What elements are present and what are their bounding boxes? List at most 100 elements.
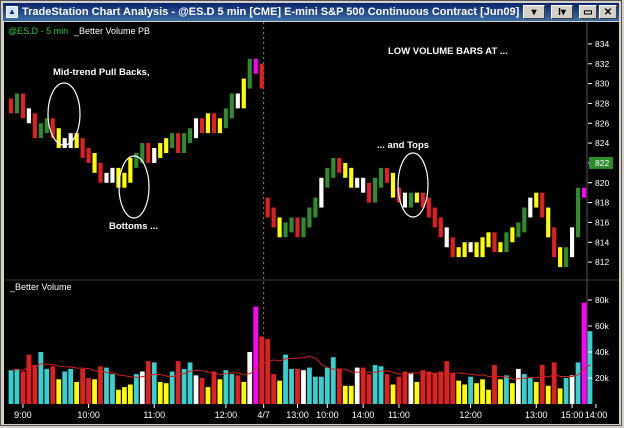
price-tick-label: 812 — [595, 257, 609, 267]
volume-bar — [295, 368, 300, 404]
volume-bar — [151, 362, 157, 404]
close-button[interactable]: ✕ — [599, 5, 617, 19]
volume-bar — [133, 374, 139, 404]
volume-bar — [510, 383, 515, 404]
time-axis-band — [4, 404, 619, 424]
volume-bar — [211, 371, 217, 404]
volume-bar — [44, 368, 50, 404]
chart-menu-button[interactable]: ▾ — [523, 5, 545, 19]
time-tick-label: 12:00 — [215, 410, 238, 420]
volume-bar — [157, 381, 163, 404]
volume-bar — [181, 368, 187, 404]
volume-bar — [474, 383, 479, 404]
volume-bar — [127, 384, 133, 404]
volume-bar — [235, 375, 241, 404]
restore-button[interactable]: ▭ — [579, 5, 597, 19]
volume-bar — [80, 368, 85, 404]
volume-tick-label: 80k — [595, 295, 609, 305]
volume-bar — [32, 365, 38, 404]
tops-circle — [397, 152, 429, 218]
volume-bar — [92, 379, 97, 404]
volume-bar — [551, 362, 557, 404]
annotation-bottoms: Bottoms ... — [109, 221, 158, 232]
volume-bar — [354, 367, 360, 404]
volume-bar — [336, 368, 342, 404]
volume-bar — [468, 376, 473, 404]
volume-bar — [50, 366, 56, 404]
volume-bar — [384, 374, 390, 404]
volume-bar — [26, 354, 32, 404]
volume-bar — [241, 381, 247, 404]
last-price-marker — [589, 156, 613, 169]
bottoms-circle — [118, 155, 150, 219]
volume-bar — [283, 354, 288, 404]
price-tick-label: 818 — [595, 198, 609, 208]
volume-bar — [169, 371, 175, 404]
price-tick-label: 830 — [595, 79, 609, 89]
volume-bar — [122, 387, 127, 404]
volume-tick-label: 60k — [595, 321, 609, 331]
volume-bar — [289, 368, 294, 404]
volume-bar — [342, 385, 348, 404]
volume-bar — [515, 368, 521, 404]
volume-bar — [193, 375, 199, 404]
volume-bar — [444, 361, 450, 404]
volume-bar — [259, 336, 265, 404]
volume-bar — [378, 366, 384, 404]
volume-panel-label: _Better Volume — [9, 282, 72, 292]
volume-bar — [56, 379, 62, 404]
volume-bar — [253, 306, 259, 404]
volume-bar — [318, 376, 324, 404]
volume-bar — [223, 370, 229, 404]
time-tick-label: 10:00 — [77, 410, 100, 420]
volume-bar — [199, 378, 205, 404]
price-tick-label: 820 — [595, 178, 609, 188]
price-tick-label: 828 — [595, 98, 609, 108]
volume-bar — [396, 376, 402, 404]
volume-bar — [38, 352, 44, 404]
volume-tick-label: 20k — [595, 373, 609, 383]
midtrend-circle — [47, 82, 81, 146]
time-tick-label: 14:00 — [352, 410, 375, 420]
volume-bar — [205, 387, 211, 404]
volume-bar — [539, 365, 545, 404]
volume-bar — [98, 366, 103, 404]
volume-bar — [557, 388, 563, 404]
volume-bar — [432, 372, 438, 404]
volume-bar — [247, 352, 253, 404]
volume-bar — [348, 385, 354, 404]
volume-bar — [575, 362, 581, 404]
time-tick-label: 9:00 — [14, 410, 32, 420]
time-tick-label: 11:00 — [143, 410, 165, 420]
volume-bar — [110, 374, 115, 404]
interval-menu-button[interactable]: I▾ — [551, 5, 573, 19]
annotation-tops: ... and Tops — [377, 140, 429, 151]
title-bar[interactable]: ▲ TradeStation Chart Analysis - @ES.D 5 … — [3, 3, 619, 21]
chart-area[interactable]: 8348328308288268248228208188168148128228… — [4, 22, 619, 424]
last-price-label: 822 — [595, 158, 609, 168]
volume-average-line — [11, 355, 591, 380]
volume-bar — [313, 376, 318, 404]
volume-bar — [533, 381, 539, 404]
volume-bar — [545, 385, 551, 404]
volume-bar — [20, 371, 26, 404]
indicator-label: _Better Volume PB — [73, 26, 150, 36]
volume-bar — [492, 365, 497, 404]
volume-bar — [438, 371, 444, 404]
volume-bar — [366, 374, 372, 404]
volume-bar — [504, 375, 509, 404]
volume-bar — [330, 357, 336, 404]
volume-bar — [372, 365, 378, 404]
volume-bar — [68, 368, 74, 404]
volume-tick-label: 40k — [595, 347, 609, 357]
price-tick-label: 824 — [595, 138, 609, 148]
volume-bar — [456, 380, 462, 404]
volume-bar — [163, 383, 169, 404]
price-tick-label: 826 — [595, 118, 609, 128]
chart-canvas[interactable]: 8348328308288268248228208188168148128228… — [4, 22, 619, 424]
volume-bar — [14, 368, 20, 404]
volume-bar — [62, 371, 68, 404]
price-tick-label: 832 — [595, 59, 609, 69]
volume-bar — [581, 302, 587, 404]
